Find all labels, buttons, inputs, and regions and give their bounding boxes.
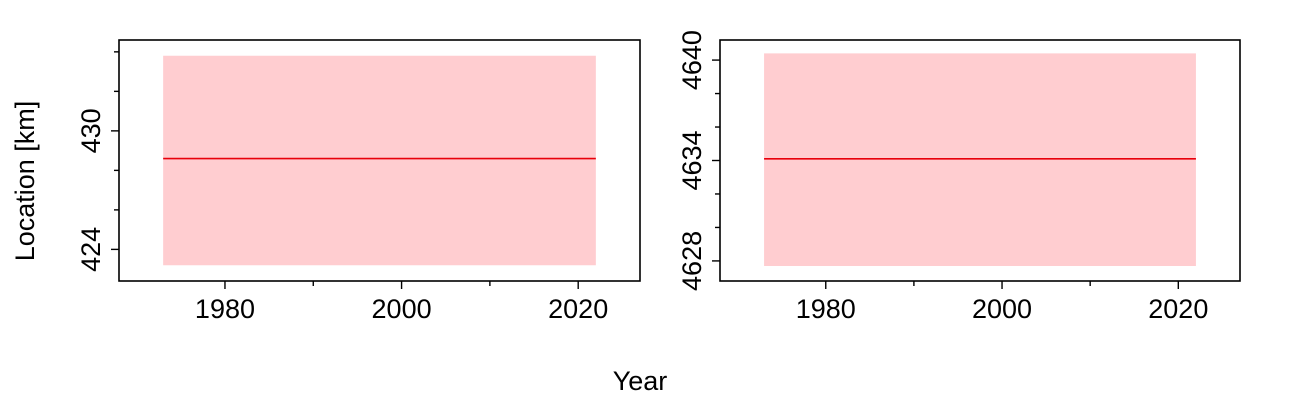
x-tick-label: 2000	[972, 294, 1032, 324]
y-tick-label: 430	[76, 108, 106, 153]
x-tick-label: 2000	[372, 294, 432, 324]
plot-frame	[118, 39, 641, 282]
confidence-band-1	[163, 55, 596, 266]
y-axis-title: Location [km]	[10, 101, 40, 262]
y-tick-label: 424	[76, 227, 106, 272]
x-tick-label: 1980	[195, 294, 255, 324]
x-tick-label: 2020	[1148, 294, 1208, 324]
x-tick-label: 2020	[548, 294, 608, 324]
y-tick-label: 4634	[677, 130, 707, 190]
y-tick-label: 4628	[677, 231, 707, 291]
panel-1: 1980 2000 2020 424 430	[76, 39, 641, 324]
confidence-band-1	[764, 53, 1196, 266]
panel-2: 1980 2000 2020 4628 4634 4640	[677, 30, 1241, 324]
y-tick-label: 4640	[677, 30, 707, 90]
x-axis-title: Year	[613, 366, 668, 396]
x-tick-label: 1980	[796, 294, 856, 324]
